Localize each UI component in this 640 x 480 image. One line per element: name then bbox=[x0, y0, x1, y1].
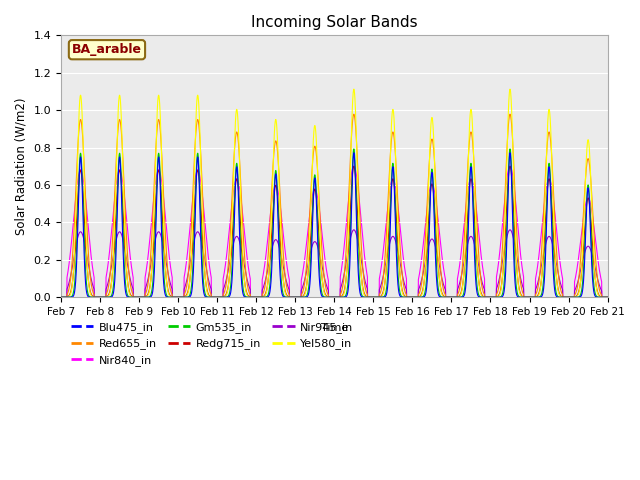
Nir945_in bbox=[410, 294, 418, 300]
Red655_in bbox=[604, 294, 611, 300]
Nir945_in bbox=[248, 294, 256, 300]
Redg715_in bbox=[248, 294, 256, 300]
Redg715_in bbox=[410, 294, 418, 300]
Red655_in bbox=[57, 294, 65, 300]
Nir840_in bbox=[57, 294, 65, 300]
Blu475_in bbox=[401, 294, 408, 300]
Blu475_in bbox=[248, 294, 256, 300]
Yel580_in bbox=[410, 294, 418, 300]
Gm535_in bbox=[604, 294, 611, 300]
Blu475_in bbox=[516, 294, 524, 300]
Y-axis label: Solar Radiation (W/m2): Solar Radiation (W/m2) bbox=[15, 97, 28, 235]
Blu475_in bbox=[350, 150, 358, 156]
Yel580_in bbox=[401, 294, 408, 300]
Red655_in bbox=[248, 294, 256, 300]
Gm535_in bbox=[516, 294, 524, 300]
Nir840_in bbox=[401, 265, 408, 271]
Nir945_in bbox=[350, 227, 358, 233]
Nir840_in bbox=[248, 294, 256, 300]
Gm535_in bbox=[401, 294, 408, 300]
Nir945_in bbox=[111, 244, 118, 250]
Red655_in bbox=[557, 287, 564, 292]
Line: Red655_in: Red655_in bbox=[61, 114, 607, 297]
Redg715_in bbox=[604, 294, 611, 300]
Text: BA_arable: BA_arable bbox=[72, 43, 142, 56]
Gm535_in bbox=[410, 294, 418, 300]
Yel580_in bbox=[111, 213, 118, 219]
Blu475_in bbox=[604, 294, 611, 300]
Yel580_in bbox=[248, 294, 256, 300]
Blu475_in bbox=[557, 294, 564, 300]
Line: Gm535_in: Gm535_in bbox=[61, 149, 607, 297]
Red655_in bbox=[401, 288, 408, 293]
Red655_in bbox=[516, 276, 524, 282]
Nir840_in bbox=[350, 163, 358, 169]
Red655_in bbox=[350, 111, 358, 117]
Nir945_in bbox=[57, 294, 65, 300]
Blu475_in bbox=[57, 294, 65, 300]
Nir840_in bbox=[410, 294, 418, 300]
Gm535_in bbox=[248, 294, 256, 300]
Nir945_in bbox=[557, 281, 564, 287]
Yel580_in bbox=[557, 294, 564, 300]
Blu475_in bbox=[410, 294, 418, 300]
Redg715_in bbox=[111, 234, 118, 240]
Line: Yel580_in: Yel580_in bbox=[61, 89, 607, 297]
Gm535_in bbox=[57, 294, 65, 300]
Nir840_in bbox=[516, 247, 524, 253]
Line: Redg715_in: Redg715_in bbox=[61, 166, 607, 297]
Yel580_in bbox=[57, 294, 65, 300]
X-axis label: Time: Time bbox=[321, 323, 348, 333]
Nir945_in bbox=[604, 294, 611, 300]
Title: Incoming Solar Bands: Incoming Solar Bands bbox=[251, 15, 418, 30]
Nir840_in bbox=[604, 294, 611, 300]
Legend: Blu475_in, Red655_in, Nir840_in, Gm535_in, Redg715_in, Nir945_in, Yel580_in: Blu475_in, Red655_in, Nir840_in, Gm535_i… bbox=[67, 318, 358, 370]
Redg715_in bbox=[557, 293, 564, 299]
Redg715_in bbox=[401, 293, 408, 299]
Nir945_in bbox=[516, 273, 524, 278]
Yel580_in bbox=[604, 294, 611, 300]
Yel580_in bbox=[516, 291, 524, 297]
Redg715_in bbox=[57, 294, 65, 300]
Yel580_in bbox=[350, 86, 358, 92]
Gm535_in bbox=[350, 146, 358, 152]
Line: Blu475_in: Blu475_in bbox=[61, 153, 607, 297]
Gm535_in bbox=[111, 263, 118, 268]
Redg715_in bbox=[350, 163, 358, 169]
Red655_in bbox=[410, 294, 418, 300]
Line: Nir840_in: Nir840_in bbox=[61, 166, 607, 297]
Nir945_in bbox=[401, 282, 408, 288]
Line: Nir945_in: Nir945_in bbox=[61, 230, 607, 297]
Nir840_in bbox=[557, 264, 564, 269]
Nir840_in bbox=[111, 193, 118, 199]
Red655_in bbox=[111, 188, 118, 194]
Gm535_in bbox=[557, 294, 564, 300]
Redg715_in bbox=[516, 289, 524, 295]
Blu475_in bbox=[111, 276, 118, 282]
